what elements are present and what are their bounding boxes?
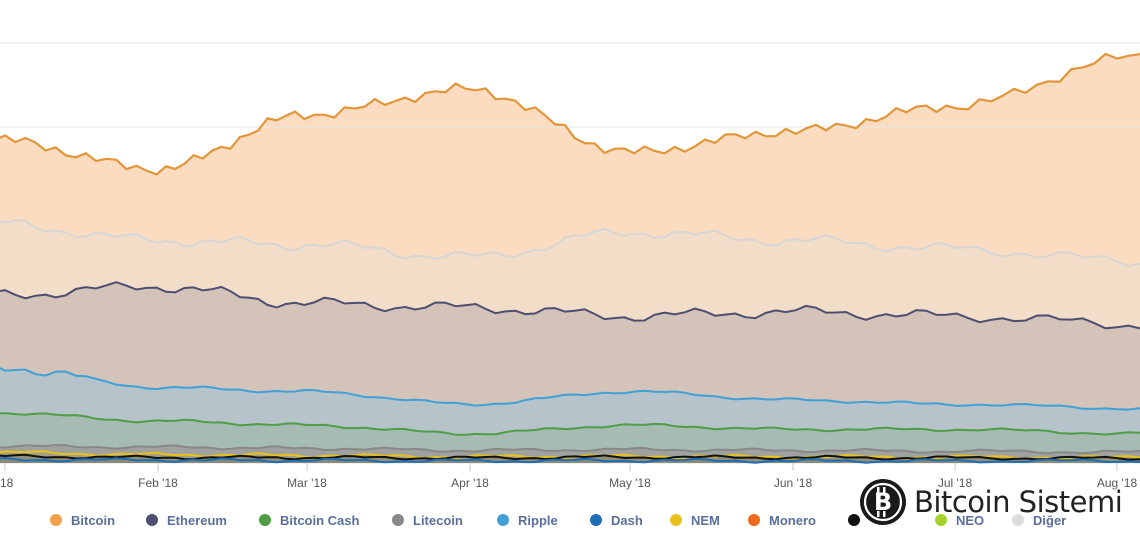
legend-item-di-er[interactable]: Diğer (1012, 510, 1066, 530)
watermark: B Bitcoin Sistemi (858, 474, 1123, 530)
legend-item-litecoin[interactable]: Litecoin (392, 510, 463, 530)
chart-series-lines (0, 52, 1140, 464)
legend-label: Ethereum (167, 512, 227, 528)
legend-marker-icon (259, 514, 271, 526)
legend-marker-icon (848, 514, 860, 526)
bitcoin-logo-icon: B (860, 479, 906, 525)
legend-marker-icon (1012, 514, 1024, 526)
legend-item-ethereum[interactable]: Ethereum (146, 510, 227, 530)
legend-label: Dash (611, 512, 643, 528)
series-line-bitcoin-cash (0, 412, 1140, 436)
legend-item-bitcoin-cash[interactable]: Bitcoin Cash (259, 510, 359, 530)
svg-text:B: B (874, 488, 892, 516)
x-tick-label: Jul '18 (938, 476, 973, 490)
legend-item-ripple[interactable]: Ripple (497, 510, 558, 530)
legend-item-bitcoin[interactable]: Bitcoin (50, 510, 115, 530)
series-line-ripple (0, 366, 1140, 411)
x-axis: 18 Feb '18 Mar '18 Apr '18 May '18 Jun '18 Jul… (0, 463, 1137, 490)
legend-label: Litecoin (413, 512, 463, 528)
legend-marker-icon (50, 514, 62, 526)
series-line-dash (0, 456, 1140, 464)
chart-areas (0, 0, 1140, 463)
x-tick-label: Apr '18 (451, 476, 489, 490)
legend-item-neo[interactable]: NEO (935, 510, 984, 530)
legend-marker-icon (392, 514, 404, 526)
chart-legend: Bitcoin Ethereum Bitcoin Cash Litecoin Rippl… (0, 506, 1140, 534)
series-line-di-er (0, 219, 1140, 268)
legend-marker-icon (146, 514, 158, 526)
legend-marker-icon (670, 514, 682, 526)
chart: 18 Feb '18 Mar '18 Apr '18 May '18 Jun '18 Jul… (0, 0, 1140, 490)
legend-label: NEM (691, 512, 720, 528)
legend-marker-icon (590, 514, 602, 526)
watermark-text: Bitcoin Sistemi (914, 485, 1123, 519)
chart-background-top (0, 0, 1140, 175)
series-line-ethereum (0, 281, 1140, 330)
legend-label: Diğer (1033, 512, 1067, 528)
x-tick-label: 18 (0, 476, 14, 490)
series-line-bitcoin (0, 52, 1140, 176)
legend-label: Monero (769, 512, 816, 528)
legend-item-nem[interactable]: NEM (670, 510, 720, 530)
legend-item-monero[interactable]: Monero (748, 510, 816, 530)
series-line-eos (0, 453, 1140, 461)
legend-label: Bitcoin Cash (280, 512, 360, 528)
x-tick-label: Feb '18 (138, 476, 178, 490)
legend-item-dash[interactable]: Dash (590, 510, 643, 530)
x-tick-label: Jun '18 (774, 476, 813, 490)
series-line-litecoin (0, 443, 1140, 455)
x-tick-label: Aug '18 (1097, 476, 1138, 490)
legend-marker-icon (497, 514, 509, 526)
legend-label: Ripple (518, 512, 558, 528)
legend-label: NEO (956, 512, 985, 528)
legend-marker-icon (748, 514, 760, 526)
legend-marker-icon (935, 514, 947, 526)
x-tick-label: May '18 (609, 476, 651, 490)
legend-item-unlabeled[interactable] (848, 510, 869, 530)
legend-label: Bitcoin (71, 512, 116, 528)
x-tick-label: Mar '18 (287, 476, 327, 490)
